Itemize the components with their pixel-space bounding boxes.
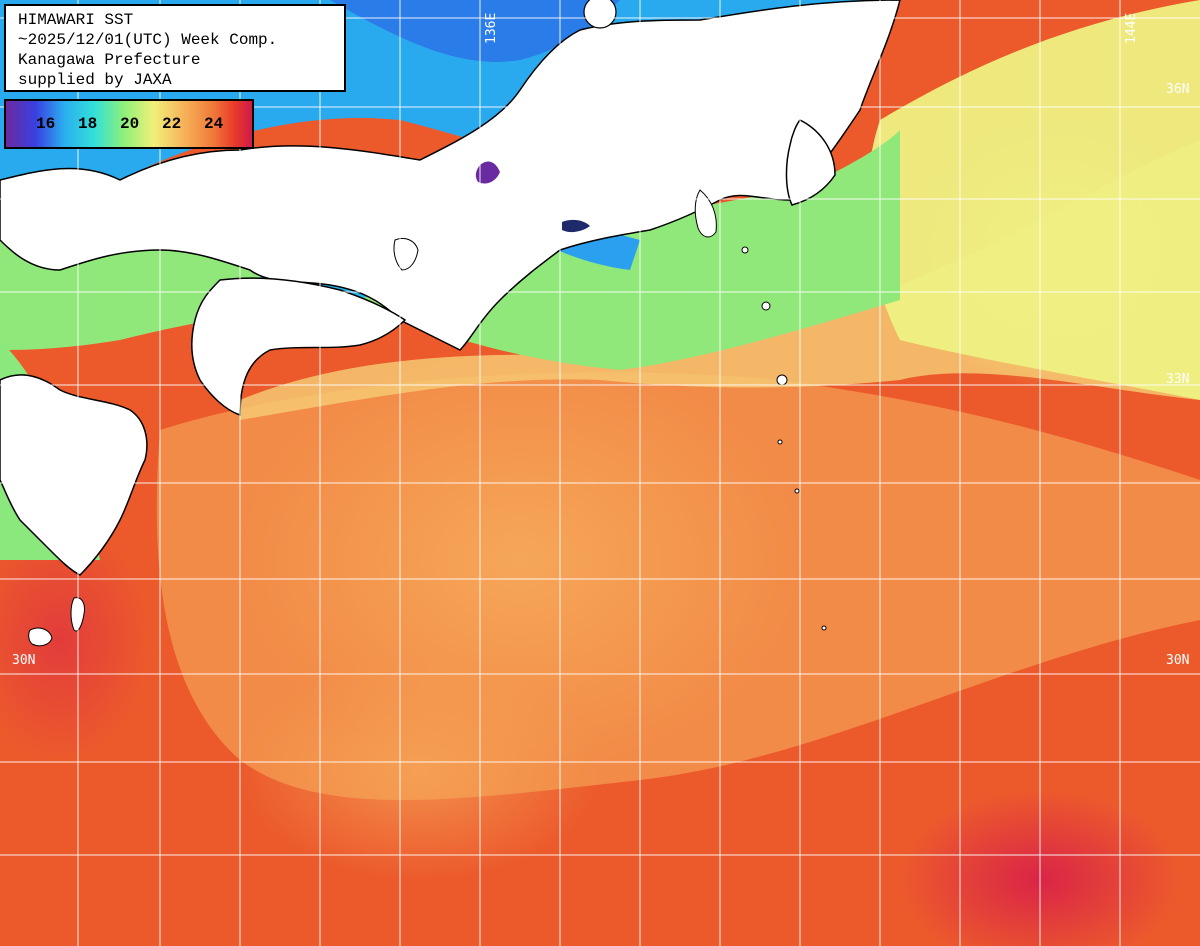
warm-blob-south xyxy=(240,660,600,880)
hot-blob-sw xyxy=(0,520,150,760)
legend-tick-22: 22 xyxy=(162,115,182,133)
island-aogashima xyxy=(776,374,788,386)
title-credit: supplied by JAXA xyxy=(18,71,172,89)
cold-north-inner xyxy=(330,0,620,62)
legend-color-bar xyxy=(6,101,252,147)
lon-label-144e: 144E xyxy=(1124,12,1139,44)
land-tanegashima xyxy=(28,627,53,647)
island-miyake xyxy=(741,246,749,254)
land-boso xyxy=(785,119,836,206)
legend-tick-24: 24 xyxy=(204,115,224,133)
mild-blob-ne xyxy=(900,110,1200,390)
cold-spot-ise xyxy=(562,219,590,233)
legend-tick-16: 16 xyxy=(36,115,56,133)
title-panel: HIMAWARI SST ~2025/12/01(UTC) Week Comp.… xyxy=(4,4,346,92)
color-legend: 16 18 20 22 24 xyxy=(4,99,254,149)
island-sado xyxy=(583,0,617,29)
lat-label-30n-right: 30N xyxy=(1166,653,1190,668)
legend-tick-18: 18 xyxy=(78,115,98,133)
land-shikoku xyxy=(190,277,407,417)
title-region: Kanagawa Prefecture xyxy=(18,51,201,69)
title-product: HIMAWARI SST xyxy=(18,11,134,29)
island-sumisu xyxy=(777,439,783,445)
land-izu xyxy=(694,189,717,238)
legend-tick-20: 20 xyxy=(120,115,140,133)
lat-label-30n-left: 30N xyxy=(12,653,36,668)
title-date: ~2025/12/01(UTC) Week Comp. xyxy=(18,31,278,49)
lat-label-33n: 33N xyxy=(1166,372,1190,387)
island-torishima xyxy=(794,488,800,494)
lon-label-136e: 136E xyxy=(484,12,499,44)
island-sofugan xyxy=(821,625,827,631)
lat-label-36n: 36N xyxy=(1166,82,1190,97)
land-kyushu xyxy=(0,374,148,576)
island-hachijo xyxy=(761,301,771,311)
cold-spot-biwa xyxy=(475,161,500,184)
